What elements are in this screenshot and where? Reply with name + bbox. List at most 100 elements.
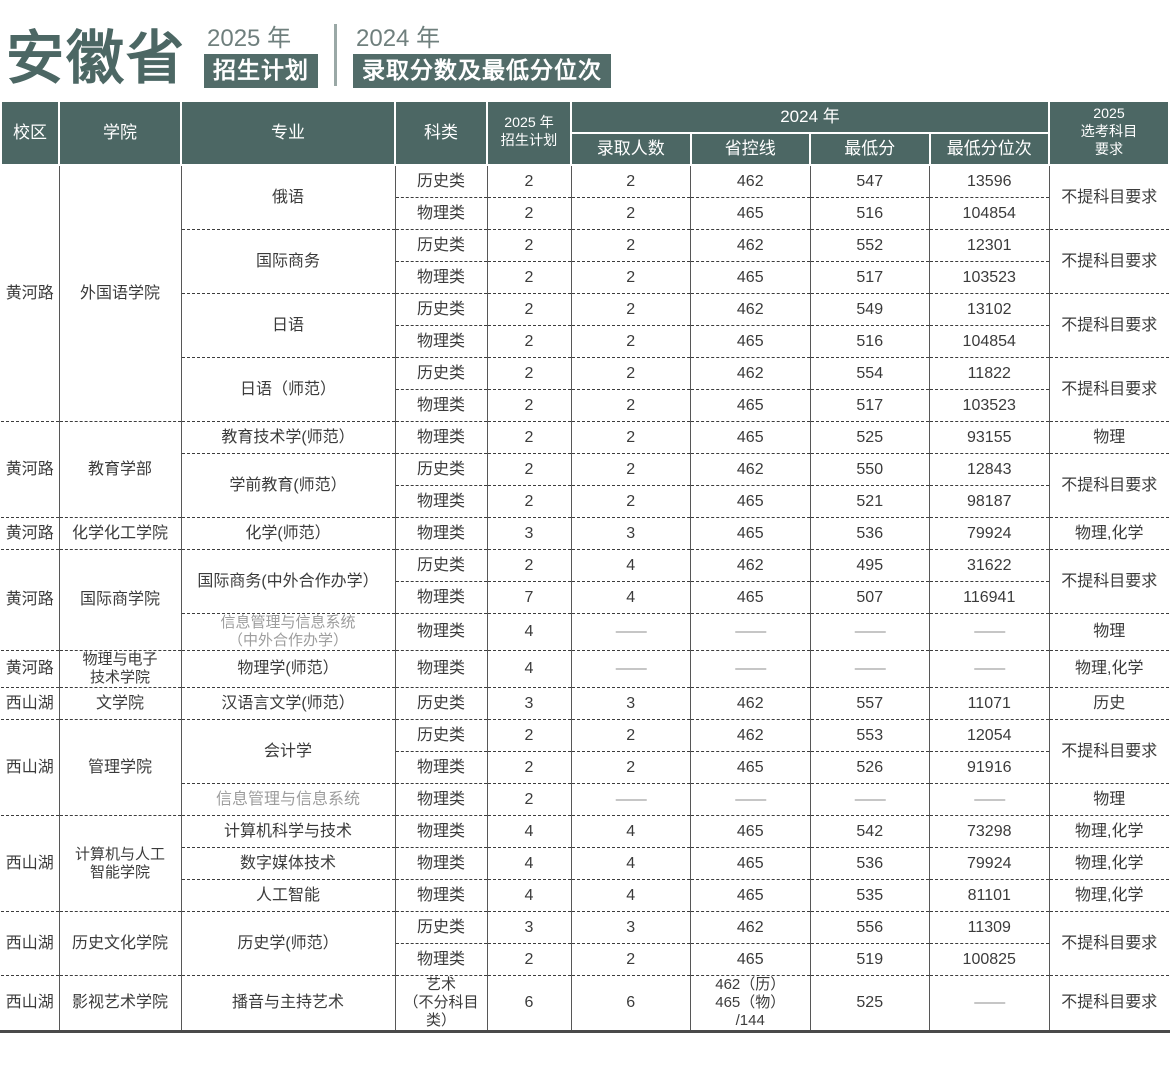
cell-admitted: 2 <box>571 751 691 784</box>
cell-major: 日语 <box>181 293 396 358</box>
cell-category: 物理类 <box>395 197 488 230</box>
cell-min-rank: 11822 <box>929 357 1050 390</box>
cell-category: 物理类 <box>395 783 488 816</box>
cell-province-line: —— <box>690 613 811 651</box>
plan-year-group: 2025 年 招生计划 <box>204 26 319 88</box>
cell-plan-2025: 3 <box>487 517 572 550</box>
cell-subject-req: 不提科目要求 <box>1049 229 1169 294</box>
col-admitted: 录取人数 <box>570 132 692 166</box>
cell-plan-2025: 2 <box>487 261 572 294</box>
col-plan-2025-line2: 招生计划 <box>500 133 558 149</box>
cell-campus: 黄河路 <box>1 421 60 518</box>
cell-subject-req: 物理 <box>1049 613 1169 651</box>
table-row: 人工智能 物理类 4 4 465 535 81101 物理,化学 <box>1 879 1169 912</box>
cell-subject-req: 物理,化学 <box>1049 879 1169 912</box>
table-row: 西山湖 影视艺术学院 播音与主持艺术 艺术 （不分科目类） 6 6 462（历） 465（物） /… <box>1 975 1169 1030</box>
cell-category: 物理类 <box>395 325 488 358</box>
cell-plan-2025: 2 <box>487 325 572 358</box>
cell-category: 物理类 <box>395 421 488 454</box>
table-row: 信息管理与信息系统 物理类 2 —— —— —— —— 物理 <box>1 783 1169 816</box>
cell-plan-2025: 2 <box>487 197 572 230</box>
cell-plan-2025: 2 <box>487 165 572 198</box>
cell-category: 历史类 <box>395 453 488 486</box>
cell-admitted: 2 <box>571 389 691 422</box>
cell-admitted: 3 <box>571 911 691 944</box>
cell-major: 日语（师范） <box>181 357 396 422</box>
cell-min-score: 536 <box>810 517 930 550</box>
cell-plan-2025: 2 <box>487 293 572 326</box>
cell-admitted: 2 <box>571 943 691 976</box>
cell-province-line: 465 <box>690 197 811 230</box>
cell-major: 信息管理与信息系统 <box>181 783 396 816</box>
col-min-score: 最低分 <box>809 132 931 166</box>
cell-category: 物理类 <box>395 389 488 422</box>
cell-province-line: —— <box>690 650 811 688</box>
cell-subject-req: 物理,化学 <box>1049 847 1169 880</box>
cell-category: 物理类 <box>395 815 488 848</box>
cell-subject-req: 不提科目要求 <box>1061 994 1158 1012</box>
table-row: 西山湖 历史文化学院 历史学(师范） 历史类 3 3 462 556 11309 不提科目要求 <box>1 911 1169 976</box>
cell-category: 物理类 <box>395 650 488 688</box>
cell-province-line: 462 <box>690 165 811 198</box>
plan-table-wrapper: 校区 学院 专业 科类 2025 年 招生计划 2024 年 2025 选考科目… <box>0 100 1170 1033</box>
cell-college: 管理学院 <box>59 719 182 816</box>
cell-min-score: 557 <box>810 687 930 720</box>
cell-province-line: 465 <box>690 389 811 422</box>
cell-plan-2025: 2 <box>487 357 572 390</box>
table-row: 学前教育(师范） 历史类 2 2 462 550 12843 不提科目要求 <box>1 453 1169 518</box>
cell-min-rank: —— <box>929 783 1050 816</box>
cell-min-rank: 79924 <box>929 847 1050 880</box>
cell-province-line: 462 <box>690 719 811 752</box>
cell-major: 播音与主持艺术 <box>181 975 396 1030</box>
cell-category: 艺术 （不分科目类） <box>395 975 488 1030</box>
cell-admitted: 2 <box>571 261 691 294</box>
cell-province-line: 462（历） 465（物）/144 <box>690 975 811 1030</box>
cell-province-line: 465 <box>690 421 811 454</box>
cell-min-score: 517 <box>810 261 930 294</box>
cell-min-rank: 13596 <box>929 165 1050 198</box>
cell-province-line: 462 <box>690 687 811 720</box>
cell-plan-2025: 2 <box>487 719 572 752</box>
cell-admitted: 2 <box>571 453 691 486</box>
cell-min-rank: —— <box>929 650 1050 688</box>
col-req-line2: 选考科目 <box>1080 124 1138 141</box>
cell-category: 物理类 <box>395 581 488 614</box>
score-badge: 录取分数及最低分位次 <box>353 54 612 88</box>
cell-plan-2025: 2 <box>487 453 572 486</box>
cell-min-score: 525 <box>810 975 930 1030</box>
cell-category: 物理类 <box>395 943 488 976</box>
cell-admitted: 2 <box>571 229 691 262</box>
cell-min-score: —— <box>810 650 930 688</box>
cell-min-rank: 79924 <box>929 517 1050 550</box>
cell-major: 俄语 <box>181 165 396 230</box>
header-row-2: 录取人数 省控线 最低分 最低分位次 <box>1 132 1169 166</box>
cell-min-rank: 31622 <box>929 549 1050 582</box>
cell-admitted: 2 <box>571 293 691 326</box>
cell-province-line: 462 <box>690 229 811 262</box>
table-row: 日语（师范） 历史类 2 2 462 554 11822 不提科目要求 <box>1 357 1169 422</box>
cell-college: 计算机与人工 智能学院 <box>59 815 182 912</box>
cell-admitted: 4 <box>571 581 691 614</box>
cell-subject-req: 历史 <box>1049 687 1169 720</box>
table-row: 数字媒体技术 物理类 4 4 465 536 79924 物理,化学 <box>1 847 1169 880</box>
cell-min-rank: 12843 <box>929 453 1050 486</box>
cell-min-score: 519 <box>810 943 930 976</box>
cell-min-rank: 116941 <box>929 581 1050 614</box>
table-row: 国际商务 历史类 2 2 462 552 12301 不提科目要求 <box>1 229 1169 294</box>
cell-plan-2025: 2 <box>487 549 572 582</box>
cell-plan-2025: 4 <box>487 847 572 880</box>
cell-major: 数字媒体技术 <box>181 847 396 880</box>
cell-admitted: 3 <box>571 687 691 720</box>
cell-category: 历史类 <box>395 911 488 944</box>
cell-admitted: 4 <box>571 847 691 880</box>
cell-min-score: 516 <box>810 325 930 358</box>
cell-admitted: 2 <box>571 719 691 752</box>
cell-min-score: 554 <box>810 357 930 390</box>
cell-plan-2025: 3 <box>487 911 572 944</box>
cell-subject-req: 不提科目要求 <box>1049 293 1169 358</box>
cell-college: 历史文化学院 <box>59 911 182 976</box>
table-row: 物理类 2 2 465 516 104854 <box>1 197 1169 230</box>
cell-plan-2025: 4 <box>487 815 572 848</box>
cell-min-score: 521 <box>810 485 930 518</box>
cell-plan-2025: 4 <box>487 879 572 912</box>
